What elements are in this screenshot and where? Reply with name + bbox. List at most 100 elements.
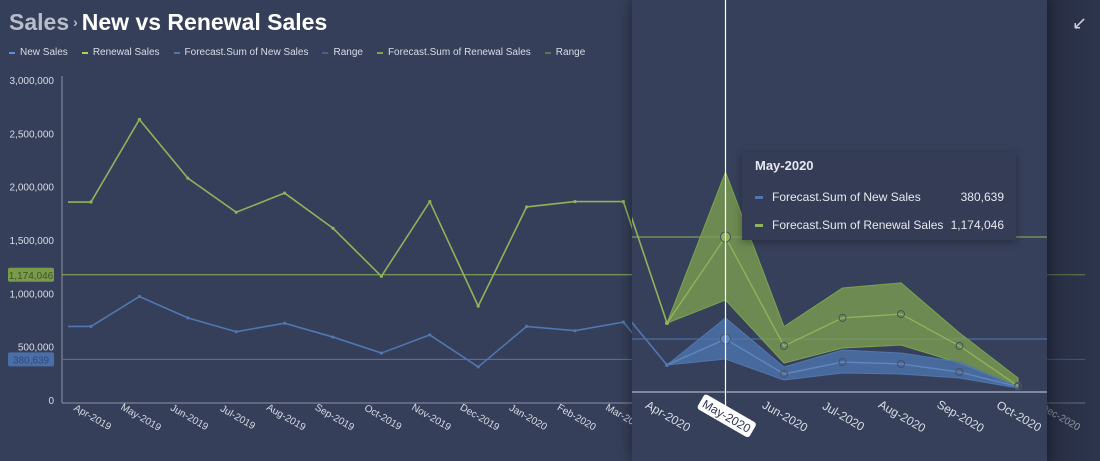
data-point bbox=[137, 294, 141, 299]
forecast-point bbox=[780, 341, 788, 350]
legend-label: Renewal Sales bbox=[92, 47, 160, 58]
data-point bbox=[331, 335, 335, 339]
data-point bbox=[234, 330, 238, 334]
magnified-chart[interactable]: Apr-2020 May-2020 Jun-2020 Jul-2020 Aug-2020… bbox=[632, 0, 1047, 461]
reference-label: 380,639 bbox=[13, 355, 50, 366]
y-tick-label: 3,000,000 bbox=[10, 76, 55, 87]
legend-swatch bbox=[81, 51, 88, 54]
x-tick-label: Jan-2020 bbox=[507, 403, 549, 434]
legend-item[interactable]: Forecast.Sum of Renewal Sales bbox=[376, 47, 531, 58]
x-tick-label: Jun-2019 bbox=[168, 403, 210, 434]
legend-item[interactable]: New Sales bbox=[9, 47, 68, 58]
data-point bbox=[665, 362, 669, 367]
tooltip-label: Forecast.Sum of New Sales bbox=[772, 190, 921, 204]
x-tick-label: Feb-2020 bbox=[555, 402, 598, 433]
series-line-new-sales bbox=[68, 295, 673, 382]
forecast-point bbox=[955, 368, 964, 377]
data-point bbox=[379, 351, 383, 355]
forecast-point bbox=[955, 341, 964, 350]
chart-legend: New Sales Renewal Sales Forecast.Sum of Ne… bbox=[9, 47, 585, 58]
data-point bbox=[525, 324, 529, 328]
y-tick-label: 2,500,000 bbox=[10, 129, 55, 140]
y-tick-label: 1,000,000 bbox=[10, 289, 55, 300]
reference-label-bg bbox=[8, 352, 54, 367]
legend-label: Forecast.Sum of New Sales bbox=[184, 47, 309, 58]
breadcrumb-current: New vs Renewal Sales bbox=[81, 9, 328, 35]
data-point bbox=[573, 200, 577, 204]
data-point bbox=[331, 226, 335, 230]
range-band bbox=[665, 317, 1019, 389]
legend-swatch bbox=[322, 51, 329, 54]
forecast-point bbox=[838, 313, 847, 322]
legend-swatch bbox=[544, 51, 551, 54]
legend-item[interactable]: Range bbox=[322, 47, 363, 58]
reference-label-bg bbox=[8, 267, 54, 282]
data-point bbox=[186, 176, 190, 180]
data-point bbox=[186, 316, 190, 320]
legend-swatch bbox=[755, 195, 763, 199]
series-line bbox=[632, 216, 668, 324]
series-line bbox=[632, 321, 668, 366]
series-line-renewal-sales bbox=[68, 118, 673, 347]
tooltip-title: May-2020 bbox=[755, 158, 814, 173]
x-tick-label: Jul-2019 bbox=[218, 403, 257, 432]
tooltip-row-renewal: Forecast.Sum of Renewal Sales 1,174,046 bbox=[755, 218, 1004, 232]
x-tick-label: Oct-2019 bbox=[362, 403, 404, 433]
data-point bbox=[283, 191, 287, 195]
tooltip-row-new: Forecast.Sum of New Sales 380,639 bbox=[755, 190, 1004, 204]
data-point bbox=[573, 329, 577, 333]
data-point bbox=[428, 200, 432, 204]
x-tick-label: Dec-2019 bbox=[458, 402, 501, 433]
collapse-arrow-icon[interactable]: ↙ bbox=[1072, 13, 1088, 33]
x-tick-label: Sep-2020 bbox=[934, 397, 986, 435]
x-tick-label: Jul-2020 bbox=[820, 399, 867, 434]
x-tick-highlight bbox=[697, 394, 756, 438]
page-title: Sales › New vs Renewal Sales bbox=[9, 9, 327, 36]
data-point bbox=[283, 321, 287, 325]
y-tick-label: 2,000,000 bbox=[10, 183, 55, 194]
legend-label: Forecast.Sum of Renewal Sales bbox=[387, 47, 531, 58]
x-tick-label: Apr-2019 bbox=[72, 403, 114, 433]
overlay-shade bbox=[1047, 0, 1100, 461]
data-point bbox=[665, 321, 669, 326]
x-tick-label: May-2019 bbox=[119, 402, 163, 434]
y-tick-label: 0 bbox=[48, 396, 54, 407]
breadcrumb-parent[interactable]: Sales bbox=[9, 9, 70, 35]
data-point bbox=[89, 200, 93, 204]
forecast-point bbox=[897, 359, 905, 368]
legend-item[interactable]: Forecast.Sum of New Sales bbox=[173, 47, 309, 58]
data-point bbox=[137, 117, 141, 122]
forecast-point bbox=[838, 358, 847, 367]
data-point bbox=[621, 200, 626, 204]
legend-label: Range bbox=[333, 47, 363, 58]
legend-swatch bbox=[173, 51, 180, 54]
legend-swatch bbox=[9, 51, 15, 54]
x-tick-label: Aug-2019 bbox=[264, 402, 307, 433]
data-point bbox=[621, 320, 626, 324]
legend-label: Range bbox=[555, 47, 586, 58]
data-point bbox=[428, 333, 432, 337]
x-tick-label: Nov-2019 bbox=[410, 402, 453, 433]
forecast-point bbox=[1014, 382, 1022, 391]
forecast-point bbox=[780, 369, 788, 378]
breadcrumb-separator: › bbox=[73, 14, 78, 30]
data-point bbox=[379, 274, 383, 278]
tooltip-label: Forecast.Sum of Renewal Sales bbox=[772, 218, 944, 232]
legend-swatch bbox=[755, 223, 763, 227]
legend-item[interactable]: Renewal Sales bbox=[81, 47, 160, 58]
x-tick-label: Sep-2019 bbox=[313, 402, 356, 433]
y-tick-label: 500,000 bbox=[18, 343, 55, 354]
legend-item[interactable]: Range bbox=[544, 47, 586, 58]
legend-label: New Sales bbox=[20, 47, 68, 58]
y-tick-label: 1,500,000 bbox=[10, 236, 55, 247]
reference-label: 1,174,046 bbox=[9, 271, 54, 282]
tooltip-value: 1,174,046 bbox=[950, 218, 1004, 232]
data-point bbox=[476, 304, 480, 308]
magnifier-panel[interactable]: Apr-2020 May-2020 Jun-2020 Jul-2020 Aug-2020… bbox=[632, 0, 1047, 461]
forecast-point bbox=[897, 310, 905, 319]
legend-swatch bbox=[376, 51, 383, 54]
x-tick-label: Aug-2020 bbox=[876, 397, 928, 435]
data-point bbox=[525, 205, 529, 209]
data-point bbox=[234, 210, 238, 214]
